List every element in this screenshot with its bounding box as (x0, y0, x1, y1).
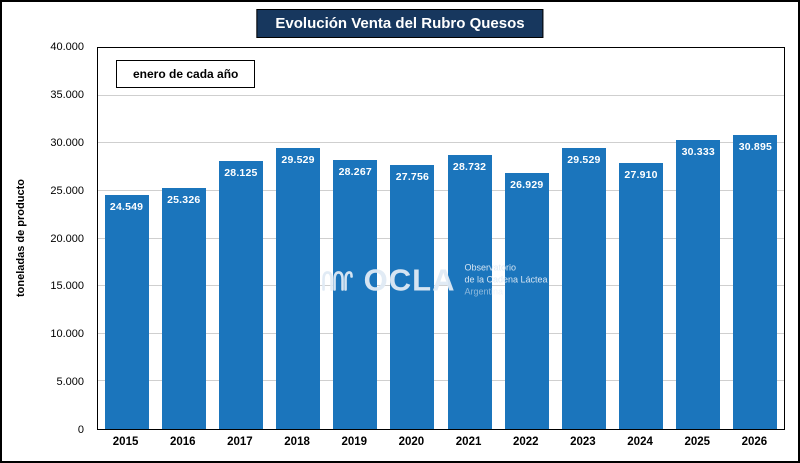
y-tick-label: 30.000 (50, 136, 84, 149)
bar-value-label: 29.529 (281, 153, 315, 166)
gridline (98, 237, 784, 239)
y-tick-label: 25.000 (50, 184, 84, 197)
y-tick-label: 0 (77, 424, 84, 436)
bar-value-label: 30.333 (681, 146, 715, 159)
bar: 29.529 (276, 147, 321, 429)
gridline (98, 380, 784, 382)
bar-value-label: 30.895 (738, 140, 773, 153)
bar-value-label: 28.732 (452, 161, 487, 174)
y-axis-ticks: 0 5.000 10.000 15.000 20.000 25.000 30.000 35.0… (2, 41, 90, 436)
bar-value-label: 27.910 (624, 169, 658, 182)
x-tick-label: 2017 (227, 436, 253, 448)
x-tick-label: 2020 (398, 436, 425, 448)
gridline (98, 94, 784, 96)
bar: 30.895 (733, 134, 778, 429)
x-tick-label: 2019 (341, 436, 368, 448)
gridline (98, 189, 784, 191)
bar: 24.549 (104, 195, 149, 429)
x-tick-label: 2015 (112, 436, 139, 448)
bar: 25.326 (161, 187, 206, 429)
legend-label: enero de cada año (133, 67, 239, 81)
gridline (98, 332, 784, 334)
bar: 30.333 (676, 140, 721, 429)
x-tick-label: 2023 (570, 436, 596, 448)
bar-value-label: 24.549 (109, 201, 144, 214)
chart-title: Evolución Venta del Rubro Quesos (256, 9, 544, 38)
x-tick-label: 2022 (512, 436, 539, 448)
bar-value-label: 29.529 (567, 153, 601, 166)
gridline (98, 142, 784, 144)
y-tick-label: 35.000 (50, 88, 84, 101)
bar-value-label: 28.125 (224, 167, 258, 180)
y-tick-label: 40.000 (50, 41, 84, 53)
bar: 27.910 (619, 163, 664, 429)
bar-value-label: 26.929 (510, 178, 544, 191)
x-tick-label: 2024 (627, 436, 653, 448)
x-tick-label: 2021 (455, 436, 482, 448)
y-tick-label: 10.000 (50, 328, 84, 341)
bar-value-label: 27.756 (395, 170, 430, 183)
y-tick-label: 20.000 (50, 232, 84, 245)
bar: 27.756 (390, 164, 435, 429)
x-tick-label: 2018 (284, 436, 310, 448)
bar: 28.125 (218, 161, 263, 429)
y-tick-label: 5.000 (56, 376, 84, 389)
bar: 28.732 (447, 155, 492, 429)
bar: 28.267 (333, 159, 378, 429)
x-tick-label: 2026 (741, 436, 768, 448)
y-tick-label: 15.000 (50, 280, 84, 293)
plot-area: enero de cada año OCLA Observatorio de l… (97, 47, 785, 430)
x-axis-labels: 2015 2016 2017 2018 2019 2020 2021 2022 2023 2024… (97, 436, 785, 456)
x-tick-label: 2016 (169, 436, 196, 448)
bar-value-label: 28.267 (338, 165, 372, 178)
bar: 29.529 (561, 147, 606, 429)
gridline (98, 285, 784, 287)
bar: 26.929 (504, 172, 549, 429)
x-tick-label: 2025 (684, 436, 711, 448)
bar-value-label: 25.326 (167, 193, 201, 206)
legend-box: enero de cada año (116, 60, 256, 88)
